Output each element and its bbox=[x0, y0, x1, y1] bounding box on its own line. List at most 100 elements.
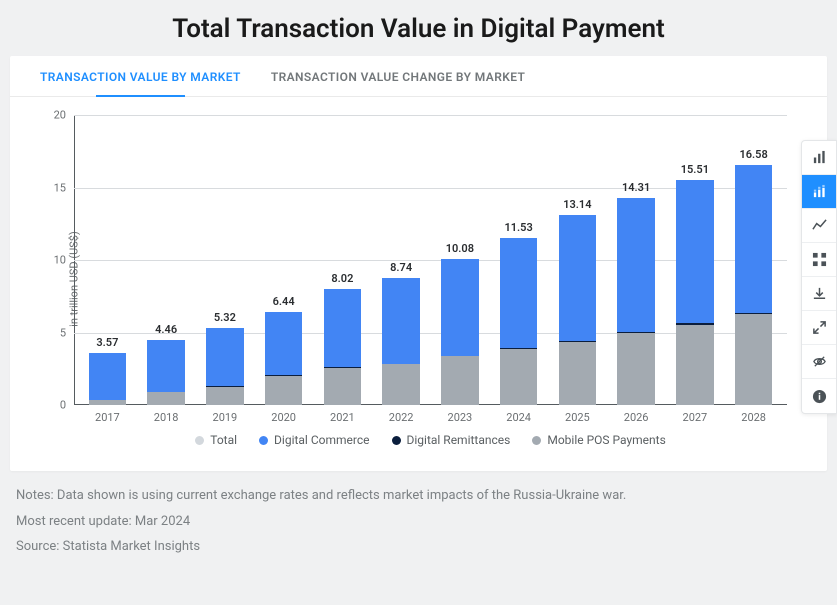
bar-total-label: 8.74 bbox=[390, 261, 412, 274]
bar-segment bbox=[441, 356, 479, 405]
plot-area: 051015203.5720174.4620185.3220196.442020… bbox=[74, 115, 787, 405]
bar-segment bbox=[324, 368, 362, 405]
chart-toolbar bbox=[801, 140, 837, 414]
page: Total Transaction Value in Digital Payme… bbox=[0, 0, 837, 605]
note-data: Notes: Data shown is using current excha… bbox=[16, 484, 821, 509]
tab-value-change-by-market[interactable]: TRANSACTION VALUE CHANGE BY MARKET bbox=[271, 56, 525, 96]
bar[interactable] bbox=[500, 238, 538, 405]
bar-segment bbox=[206, 387, 244, 405]
y-tick-label: 5 bbox=[60, 326, 74, 339]
bar-segment bbox=[441, 259, 479, 356]
y-tick-label: 20 bbox=[54, 109, 74, 122]
legend-swatch bbox=[392, 436, 401, 445]
bar-segment bbox=[147, 392, 185, 405]
bar-total-label: 13.14 bbox=[563, 198, 591, 211]
x-tick-label: 2025 bbox=[565, 405, 590, 424]
bar-total-label: 3.57 bbox=[96, 336, 118, 349]
bar-segment bbox=[500, 238, 538, 348]
bar-total-label: 16.58 bbox=[739, 148, 767, 161]
hide-icon[interactable] bbox=[802, 345, 836, 379]
x-tick-label: 2021 bbox=[330, 405, 355, 424]
y-tick-label: 15 bbox=[54, 181, 74, 194]
legend-label: Mobile POS Payments bbox=[547, 433, 665, 447]
bar-segment bbox=[265, 376, 303, 405]
bar-total-label: 8.02 bbox=[331, 272, 353, 285]
tab-value-by-market[interactable]: TRANSACTION VALUE BY MARKET bbox=[40, 56, 241, 96]
bar-segment bbox=[382, 364, 420, 405]
y-tick-label: 0 bbox=[60, 399, 74, 412]
bar[interactable] bbox=[676, 180, 714, 405]
bar[interactable] bbox=[265, 312, 303, 405]
bar-segment bbox=[324, 289, 362, 368]
x-tick-label: 2027 bbox=[683, 405, 708, 424]
bar-slot: 13.142025 bbox=[548, 115, 607, 405]
bar-total-label: 6.44 bbox=[273, 295, 295, 308]
bar-segment bbox=[206, 328, 244, 387]
bar-total-label: 15.51 bbox=[681, 163, 709, 176]
tabs: TRANSACTION VALUE BY MARKET TRANSACTION … bbox=[10, 56, 827, 97]
bar-segment bbox=[676, 180, 714, 323]
legend-item[interactable]: Digital Remittances bbox=[392, 433, 511, 447]
bar[interactable] bbox=[324, 289, 362, 405]
y-tick-label: 10 bbox=[54, 254, 74, 267]
legend-item[interactable]: Mobile POS Payments bbox=[532, 433, 665, 447]
bar[interactable] bbox=[441, 259, 479, 405]
bar-slot: 11.532024 bbox=[489, 115, 548, 405]
bar-slot: 15.512027 bbox=[666, 115, 725, 405]
bar-slot: 6.442020 bbox=[254, 115, 313, 405]
bar[interactable] bbox=[206, 328, 244, 405]
chart-card: TRANSACTION VALUE BY MARKET TRANSACTION … bbox=[10, 56, 827, 471]
chart: in trillion USD (US$) 051015203.5720174.… bbox=[10, 97, 827, 461]
bar-segment bbox=[617, 333, 655, 405]
bar-segment bbox=[89, 353, 127, 399]
bar-total-label: 5.32 bbox=[214, 311, 236, 324]
bar-slot: 10.082023 bbox=[431, 115, 490, 405]
bar-segment bbox=[147, 340, 185, 391]
legend-item[interactable]: Digital Commerce bbox=[259, 433, 369, 447]
x-tick-label: 2019 bbox=[213, 405, 238, 424]
bar[interactable] bbox=[89, 353, 127, 405]
bar-slot: 8.742022 bbox=[372, 115, 431, 405]
bar[interactable] bbox=[735, 165, 773, 405]
bar-segment bbox=[265, 312, 303, 376]
bar-slot: 4.462018 bbox=[137, 115, 196, 405]
note-source: Source: Statista Market Insights bbox=[16, 535, 821, 560]
x-tick-label: 2024 bbox=[506, 405, 531, 424]
grid-icon[interactable] bbox=[802, 243, 836, 277]
bar-segment bbox=[617, 198, 655, 332]
expand-icon[interactable] bbox=[802, 311, 836, 345]
bar-slot: 8.022021 bbox=[313, 115, 372, 405]
bars: 3.5720174.4620185.3220196.4420208.022021… bbox=[74, 115, 787, 405]
bar-slot: 16.582028 bbox=[724, 115, 783, 405]
legend-swatch bbox=[195, 436, 204, 445]
x-tick-label: 2022 bbox=[389, 405, 414, 424]
bar-segment bbox=[735, 165, 773, 313]
bar-segment bbox=[500, 349, 538, 405]
x-tick-label: 2026 bbox=[624, 405, 649, 424]
line-chart-icon[interactable] bbox=[802, 209, 836, 243]
bar-segment bbox=[382, 278, 420, 363]
legend-swatch bbox=[259, 436, 268, 445]
legend: Total Digital Commerce Digital Remittances… bbox=[74, 405, 787, 453]
bar[interactable] bbox=[147, 340, 185, 405]
download-icon[interactable] bbox=[802, 277, 836, 311]
x-tick-label: 2023 bbox=[448, 405, 473, 424]
info-icon[interactable] bbox=[802, 379, 836, 413]
legend-item[interactable]: Total bbox=[195, 433, 237, 447]
x-tick-label: 2020 bbox=[271, 405, 296, 424]
bar-total-label: 11.53 bbox=[504, 221, 532, 234]
bar[interactable] bbox=[382, 278, 420, 405]
notes: Notes: Data shown is using current excha… bbox=[0, 471, 837, 560]
bar-total-label: 4.46 bbox=[155, 323, 177, 336]
bar-segment bbox=[559, 342, 597, 405]
bar-segment bbox=[676, 325, 714, 405]
bar[interactable] bbox=[559, 215, 597, 406]
legend-label: Total bbox=[210, 433, 237, 447]
bar-total-label: 14.31 bbox=[622, 181, 650, 194]
stacked-bar-icon[interactable] bbox=[802, 175, 836, 209]
bar-segment bbox=[735, 314, 773, 405]
bar-slot: 3.572017 bbox=[78, 115, 137, 405]
bar-chart-icon[interactable] bbox=[802, 141, 836, 175]
bar[interactable] bbox=[617, 198, 655, 405]
bar-slot: 5.322019 bbox=[196, 115, 255, 405]
